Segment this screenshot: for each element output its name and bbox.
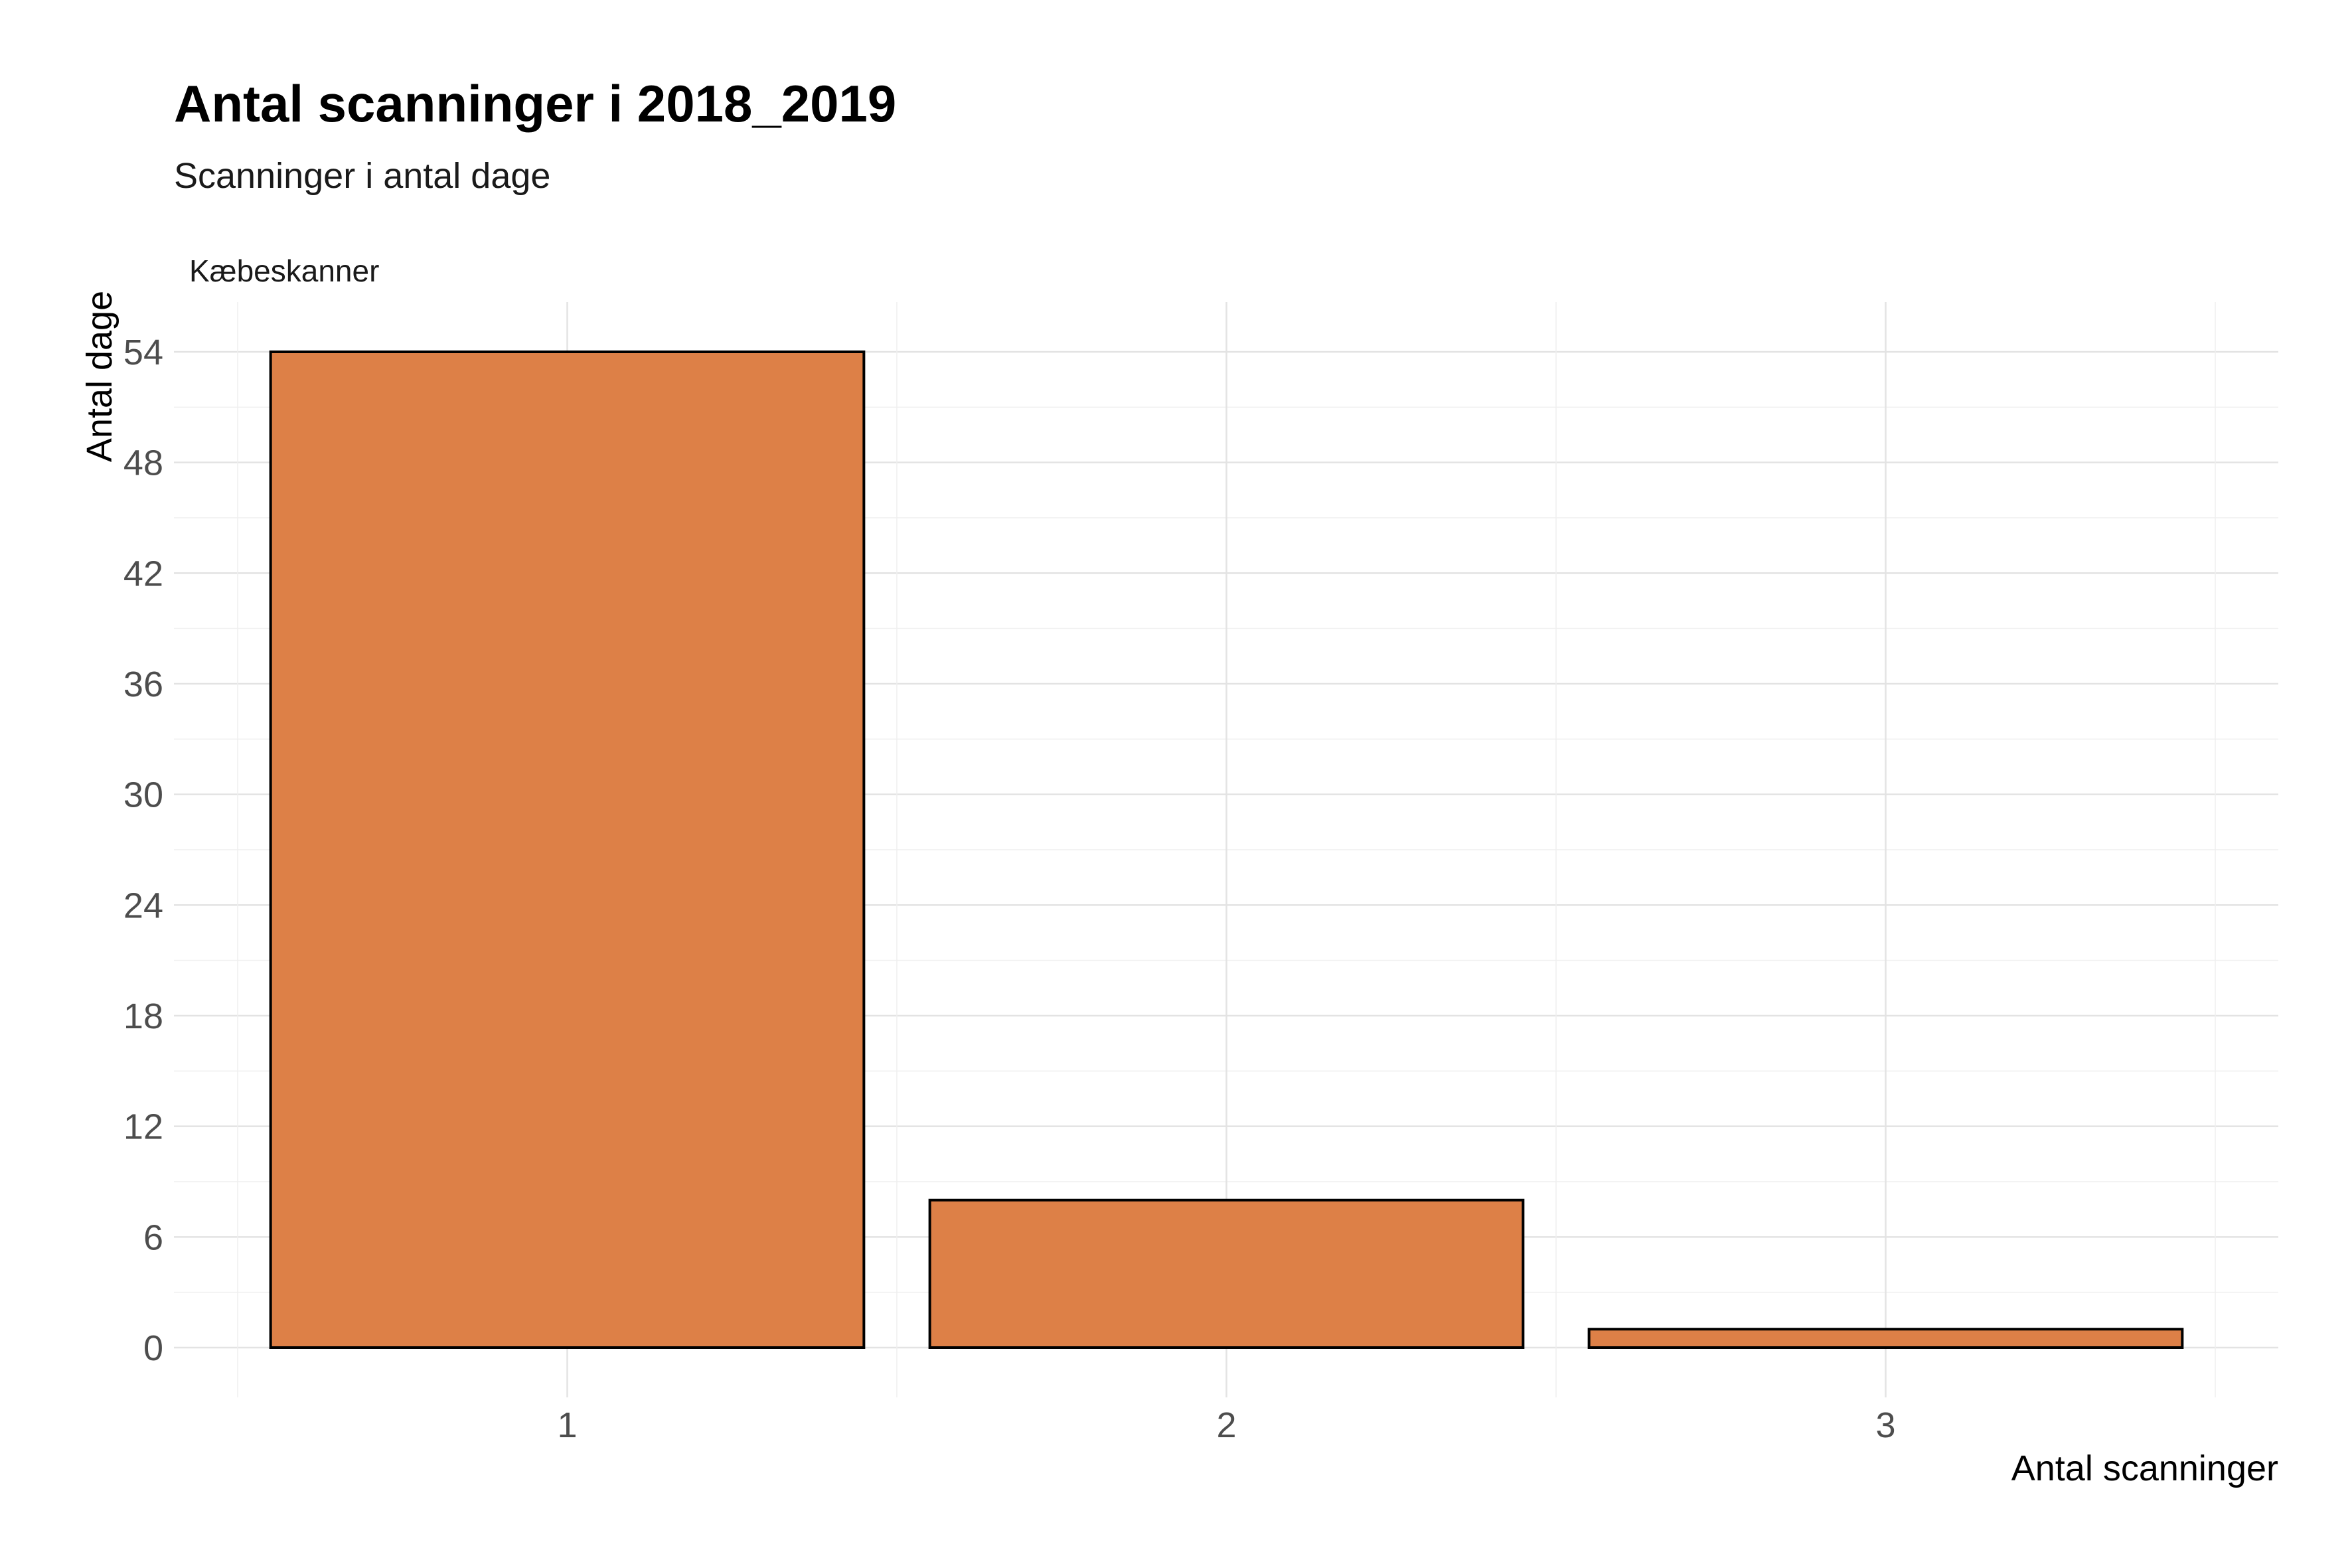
chart-title: Antal scanninger i 2018_2019 xyxy=(174,74,896,133)
y-tick-label: 24 xyxy=(123,886,163,925)
y-tick-label: 12 xyxy=(123,1107,163,1147)
facet-label: Kæbeskanner xyxy=(189,254,379,288)
y-axis-title: Antal dage xyxy=(80,291,119,462)
x-tick-label: 3 xyxy=(1875,1405,1895,1445)
y-tick-label: 42 xyxy=(123,554,163,593)
y-tick-label: 6 xyxy=(143,1217,163,1257)
x-tick-labels: 1 2 3 xyxy=(557,1405,1895,1445)
y-tick-label: 30 xyxy=(123,775,163,815)
x-axis-title: Antal scanninger xyxy=(2011,1449,2278,1488)
y-tick-label: 0 xyxy=(143,1328,163,1368)
bars-group xyxy=(269,351,2184,1350)
y-tick-label: 18 xyxy=(123,996,163,1036)
y-tick-label: 48 xyxy=(123,443,163,483)
bar-1 xyxy=(269,351,866,1349)
y-tick-label: 54 xyxy=(123,333,163,372)
bar-3 xyxy=(1587,1328,2184,1349)
y-tick-labels: 0 6 12 18 24 30 36 42 48 54 xyxy=(123,333,163,1368)
x-tick-label: 1 xyxy=(557,1405,577,1445)
bar-2 xyxy=(928,1198,1525,1350)
y-tick-label: 36 xyxy=(123,665,163,704)
chart-subtitle: Scanninger i antal dage xyxy=(174,156,550,196)
x-tick-label: 2 xyxy=(1216,1405,1236,1445)
